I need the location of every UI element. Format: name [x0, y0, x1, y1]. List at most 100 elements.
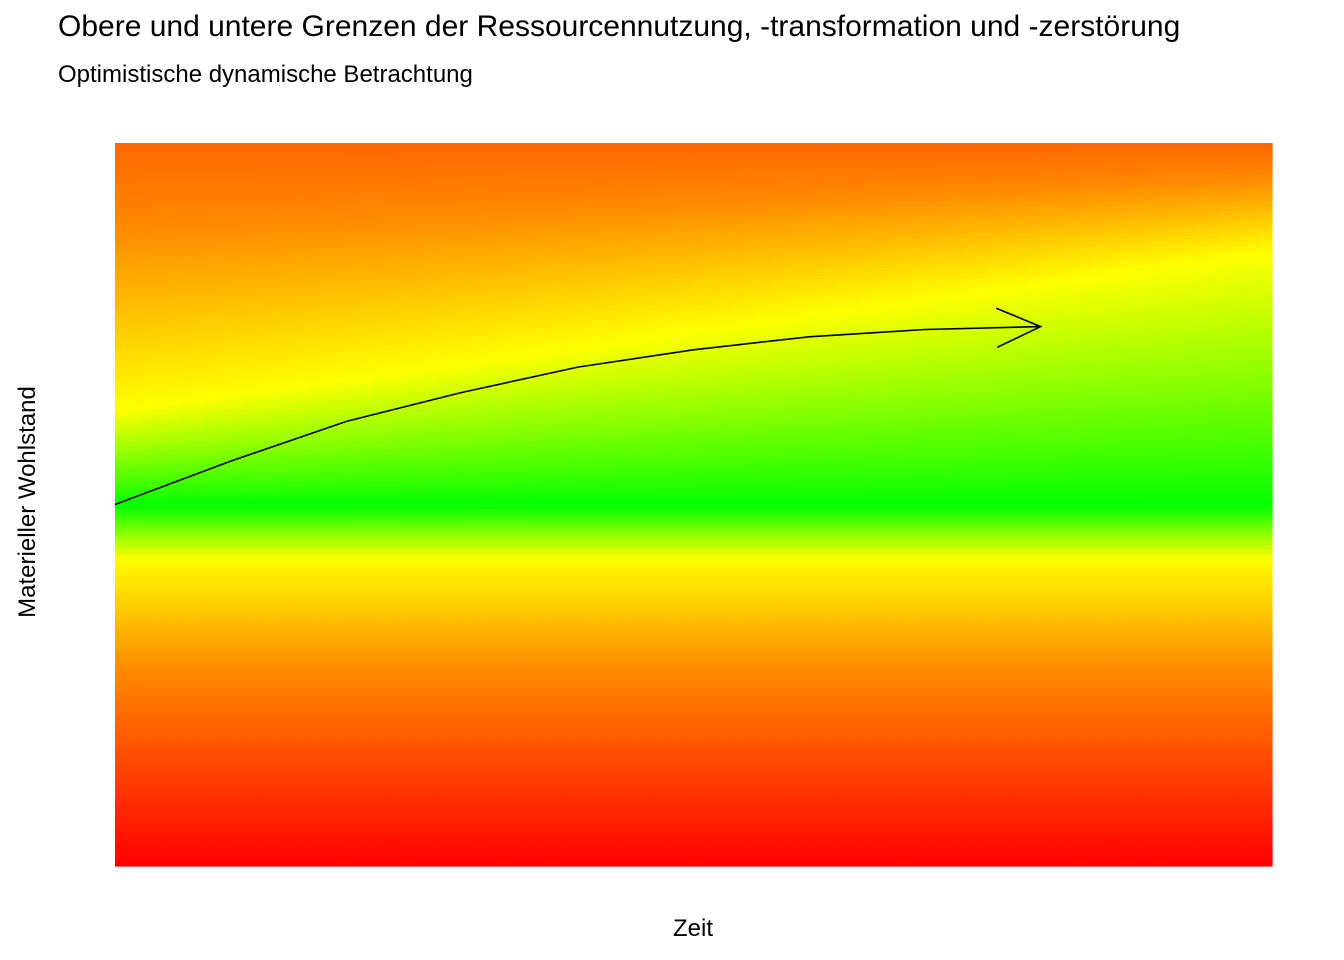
- heatmap-cell: [115, 816, 129, 822]
- heatmap-cell: [294, 278, 309, 284]
- heatmap-cell: [294, 775, 309, 781]
- heatmap-cell: [192, 396, 206, 402]
- heatmap-cell: [282, 612, 296, 619]
- heatmap-cell: [384, 576, 399, 582]
- heatmap-cell: [333, 242, 347, 248]
- heatmap-cell: [320, 540, 335, 546]
- heatmap-cell: [166, 400, 180, 406]
- heatmap-cell: [384, 852, 399, 858]
- heatmap-cell: [384, 233, 399, 239]
- heatmap-cell: [127, 161, 142, 167]
- heatmap-cell: [307, 734, 322, 741]
- heatmap-cell: [153, 603, 168, 610]
- heatmap-cell: [384, 468, 399, 474]
- heatmap-cell: [359, 206, 373, 212]
- heatmap-cell: [230, 640, 245, 646]
- heatmap-cell: [359, 662, 373, 668]
- heatmap-cell: [436, 811, 450, 817]
- heatmap-cell: [127, 228, 142, 234]
- heatmap-cell: [423, 712, 437, 718]
- heatmap-cell: [294, 156, 309, 162]
- heatmap-cell: [474, 477, 489, 483]
- heatmap-cell: [474, 585, 489, 591]
- heatmap-cell: [320, 649, 335, 655]
- heatmap-cell: [307, 671, 322, 677]
- heatmap-cell: [397, 436, 412, 442]
- heatmap-cell: [333, 540, 347, 546]
- heatmap-cell: [166, 780, 180, 786]
- heatmap-cell: [256, 807, 270, 813]
- heatmap-cell: [500, 337, 515, 343]
- heatmap-cell: [372, 590, 386, 596]
- heatmap-cell: [204, 576, 219, 582]
- heatmap-cell: [462, 730, 476, 736]
- heatmap-cell: [359, 405, 373, 411]
- heatmap-cell: [140, 174, 155, 180]
- heatmap-cell: [474, 721, 489, 727]
- heatmap-cell: [192, 156, 206, 162]
- heatmap-cell: [333, 522, 347, 528]
- heatmap-cell: [282, 689, 296, 695]
- heatmap-cell: [320, 725, 335, 732]
- heatmap-cell: [333, 499, 347, 506]
- heatmap-cell: [487, 206, 502, 212]
- heatmap-cell: [474, 423, 489, 429]
- heatmap-cell: [320, 527, 335, 533]
- heatmap-cell: [449, 522, 463, 528]
- heatmap-cell: [269, 210, 283, 216]
- heatmap-cell: [166, 192, 180, 198]
- heatmap-cell: [127, 495, 142, 501]
- heatmap-cell: [115, 748, 129, 754]
- heatmap-cell: [127, 459, 142, 465]
- heatmap-cell: [423, 509, 437, 515]
- heatmap-cell: [397, 513, 412, 519]
- heatmap-cell: [449, 734, 463, 741]
- heatmap-cell: [384, 237, 399, 244]
- heatmap-cell: [500, 599, 515, 605]
- heatmap-cell: [346, 775, 360, 781]
- heatmap-cell: [436, 590, 450, 596]
- heatmap-cell: [410, 816, 425, 822]
- heatmap-cell: [320, 689, 335, 695]
- heatmap-cell: [217, 441, 232, 447]
- heatmap-cell: [346, 703, 360, 709]
- heatmap-cell: [269, 310, 283, 316]
- heatmap-cell: [436, 152, 450, 158]
- heatmap-cell: [346, 549, 360, 555]
- heatmap-cell: [140, 301, 155, 307]
- heatmap-cell: [294, 594, 309, 600]
- heatmap-cell: [217, 653, 232, 659]
- heatmap-cell: [204, 237, 219, 244]
- heatmap-cell: [462, 766, 476, 772]
- heatmap-cell: [372, 522, 386, 528]
- heatmap-cell: [192, 246, 206, 253]
- heatmap-cell: [204, 432, 219, 438]
- heatmap-cell: [423, 242, 437, 248]
- heatmap-cell: [243, 445, 258, 451]
- heatmap-cell: [204, 739, 219, 745]
- heatmap-cell: [372, 328, 386, 334]
- heatmap-cell: [372, 391, 386, 397]
- heatmap-cell: [230, 319, 245, 325]
- heatmap-cell: [204, 355, 219, 361]
- heatmap-cell: [384, 292, 399, 298]
- heatmap-cell: [333, 423, 347, 429]
- heatmap-cell: [217, 387, 232, 393]
- heatmap-cell: [115, 237, 129, 244]
- heatmap-cell: [166, 314, 180, 320]
- heatmap-cell: [436, 816, 450, 822]
- heatmap-cell: [127, 522, 142, 528]
- heatmap-cell: [127, 685, 142, 691]
- heatmap-cell: [320, 626, 335, 632]
- heatmap-cell: [320, 829, 335, 835]
- heatmap-cell: [115, 676, 129, 682]
- heatmap-cell: [372, 156, 386, 162]
- heatmap-cell: [436, 852, 450, 858]
- heatmap-cell: [140, 775, 155, 781]
- heatmap-cell: [372, 603, 386, 610]
- heatmap-cell: [153, 490, 168, 497]
- heatmap-cell: [179, 775, 193, 781]
- heatmap-cell: [423, 631, 437, 637]
- heatmap-cell: [256, 161, 270, 167]
- heatmap-cell: [256, 481, 270, 488]
